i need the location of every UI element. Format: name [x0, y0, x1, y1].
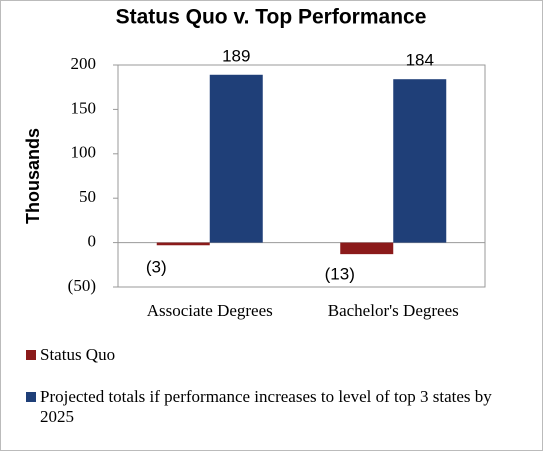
value-label: 189	[222, 46, 250, 65]
value-label: (3)	[146, 257, 167, 276]
y-tick-label: 200	[71, 54, 97, 73]
legend-label: Projected totals if performance increase…	[40, 387, 492, 426]
chart-title: Status Quo v. Top Performance	[116, 6, 427, 29]
x-tick-label: Associate Degrees	[147, 301, 273, 320]
legend-item: Projected totals if performance increase…	[26, 387, 526, 427]
y-tick-label: 0	[88, 232, 97, 251]
legend-item: Status Quo	[26, 345, 526, 365]
bar	[393, 79, 447, 243]
value-label: 184	[406, 51, 434, 70]
plot-border	[117, 64, 486, 288]
y-tick-label: (50)	[68, 276, 96, 295]
y-axis-label: Thousands	[23, 128, 43, 224]
legend-swatch	[26, 392, 36, 402]
value-label: (13)	[325, 264, 355, 283]
bar	[156, 242, 210, 246]
legend-label: Status Quo	[40, 345, 116, 364]
legend: Status Quo Projected totals if performanc…	[26, 345, 526, 449]
y-tick-label: 50	[79, 187, 96, 206]
y-tick-label: 150	[71, 98, 97, 117]
legend-swatch	[26, 350, 36, 360]
bar	[209, 74, 263, 243]
x-tick-label: Bachelor's Degrees	[328, 301, 459, 320]
bar	[340, 242, 394, 255]
y-tick-label: 100	[71, 143, 97, 162]
